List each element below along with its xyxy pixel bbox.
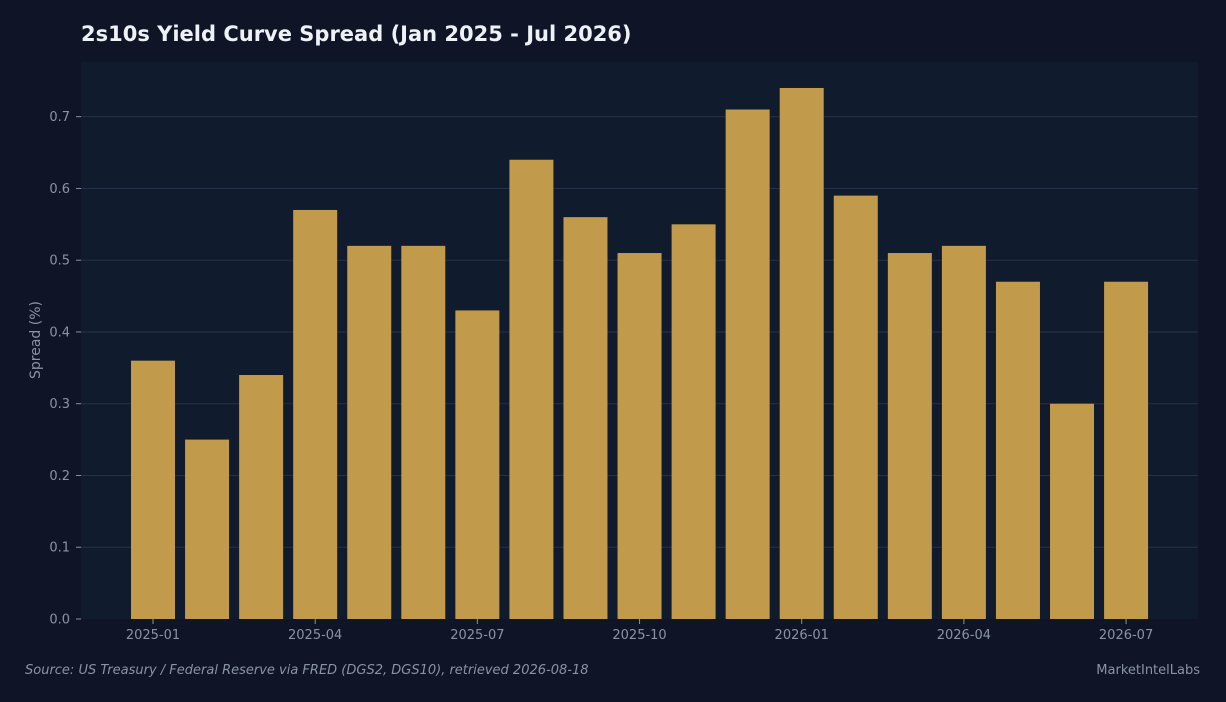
bar-2025-03 [239,375,284,619]
x-tick-label: 2026-01 [775,628,829,643]
bar-2026-05 [995,281,1040,619]
y-axis-ticks: 0.0 0.1 0.2 0.3 0.4 0.5 0.6 0.7 [49,110,81,628]
y-tick-label: 0.3 [49,397,70,412]
bar-2025-07 [455,310,500,619]
bar-2025-10 [617,253,662,619]
bar-2026-01 [779,87,824,620]
bar-2025-09 [563,217,608,619]
brand-label: MarketIntelLabs [1096,663,1200,678]
bar-2026-03 [887,253,932,619]
bar-2025-01 [131,360,175,619]
bars [131,87,1149,620]
y-axis-label: Spread (%) [28,301,44,379]
bar-2025-02 [185,439,230,619]
bar-2026-07 [1104,281,1149,619]
bar-2025-08 [509,159,554,620]
y-tick-label: 0.7 [49,110,70,125]
bar-2025-06 [401,245,446,619]
bar-2025-12 [725,109,770,619]
bar-2025-05 [347,245,392,619]
bar-2026-02 [833,195,878,619]
bar-2026-06 [1050,403,1095,619]
x-tick-label: 2025-01 [126,628,180,643]
y-tick-label: 0.4 [49,325,70,340]
x-tick-label: 2026-07 [1099,628,1153,643]
source-note: Source: US Treasury / Federal Reserve vi… [25,663,588,678]
x-axis-ticks: 2025-01 2025-04 2025-07 2025-10 2026-01 2026-… [126,619,1153,643]
bar-2026-04 [941,245,986,619]
chart-title: 2s10s Yield Curve Spread (Jan 2025 - Jul… [81,22,632,46]
x-tick-label: 2025-07 [450,628,504,643]
y-tick-label: 0.6 [49,182,70,197]
x-tick-label: 2025-04 [288,628,342,643]
y-tick-label: 0.5 [49,254,70,269]
y-tick-label: 0.1 [49,541,70,556]
x-tick-label: 2025-10 [612,628,666,643]
y-tick-label: 0.2 [49,469,70,484]
y-tick-label: 0.0 [49,613,70,628]
x-tick-label: 2026-04 [937,628,991,643]
bar-2025-11 [671,224,716,619]
bar-2025-04 [293,209,338,619]
